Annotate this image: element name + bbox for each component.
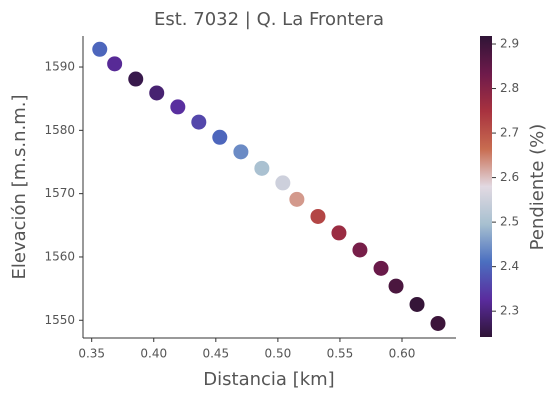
colorbar <box>480 36 492 337</box>
x-tick-label: 0.40 <box>140 347 167 361</box>
point <box>430 315 446 331</box>
x-axis-label: Distancia [km] <box>203 369 334 390</box>
point <box>212 129 228 145</box>
colorbar-tick-label: 2.4 <box>500 259 519 273</box>
colorbar-tick-label: 2.3 <box>500 304 519 318</box>
x-tick-label: 0.35 <box>78 347 105 361</box>
y-tick-label: 1550 <box>44 313 75 327</box>
point <box>310 208 326 224</box>
chart-title: Est. 7032 | Q. La Frontera <box>154 9 384 30</box>
x-tick-label: 0.50 <box>265 347 292 361</box>
point <box>331 225 347 241</box>
x-tick-label: 0.55 <box>327 347 354 361</box>
point <box>170 99 186 115</box>
colorbar-tick-label: 2.8 <box>500 81 519 95</box>
x-tick-label: 0.60 <box>389 347 416 361</box>
colorbar-tick-label: 2.6 <box>500 170 519 184</box>
point <box>388 278 404 294</box>
y-axis-label: Elevación [m.s.n.m.] <box>9 95 30 280</box>
point <box>149 85 165 101</box>
point <box>289 191 305 207</box>
y-tick-label: 1580 <box>44 123 75 137</box>
point <box>107 56 123 72</box>
x-tick-label: 0.45 <box>202 347 229 361</box>
y-tick-label: 1560 <box>44 249 75 263</box>
colorbar-tick-label: 2.7 <box>500 126 519 140</box>
point <box>254 160 270 176</box>
point <box>373 260 389 276</box>
point <box>128 71 144 87</box>
colorbar-tick-label: 2.5 <box>500 215 519 229</box>
point <box>191 114 207 130</box>
point <box>92 41 108 57</box>
colorbar-label: Pendiente (%) <box>527 124 548 251</box>
point <box>352 242 368 258</box>
y-tick-label: 1570 <box>44 186 75 200</box>
point <box>233 144 249 160</box>
point <box>409 296 425 312</box>
colorbar-tick-label: 2.9 <box>500 37 519 51</box>
point <box>275 175 291 191</box>
y-tick-label: 1590 <box>44 60 75 74</box>
